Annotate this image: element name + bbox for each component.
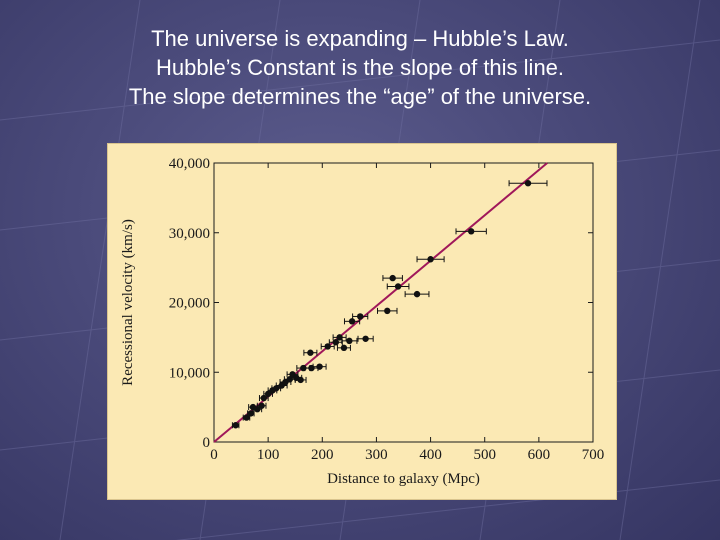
point-marker [332,339,340,346]
point-marker [427,256,434,263]
x-tick-label: 300 [365,447,388,463]
data-point [242,414,251,421]
hubble-chart: 0 100 200 300 400 500 600 700 0 10,000 20,000 30,00… [107,143,617,500]
data-point [231,422,240,429]
point-marker [243,414,250,421]
data-point [343,318,361,325]
data-point [386,283,410,290]
data-point [336,344,351,352]
point-marker [260,394,268,402]
x-tick-label: 200 [311,447,334,463]
data-point [263,390,273,398]
point-marker [413,290,421,298]
point-marker [336,334,343,341]
data-point [341,337,358,345]
y-tick-label: 0 [203,435,211,451]
point-marker [389,274,396,282]
point-marker [316,363,323,370]
point-marker [297,376,304,384]
data-point [404,290,430,298]
axes: 0 100 200 300 400 500 600 700 0 10,000 20,000 30,00… [169,156,605,463]
data-points [231,180,548,429]
point-marker [247,410,255,417]
point-marker [362,335,369,342]
point-marker [254,406,261,413]
data-point [247,410,255,417]
data-point [332,334,347,341]
data-point [352,313,369,320]
point-marker [348,318,356,325]
data-point [294,376,307,384]
data-point [416,256,445,263]
point-marker [467,228,475,235]
plot-border [213,162,594,443]
data-point [304,364,319,372]
data-point [455,228,487,235]
point-marker [258,402,265,409]
x-tick-label: 600 [528,447,551,463]
point-marker [308,364,315,372]
data-point [328,339,343,346]
data-point [256,402,267,409]
point-marker [524,180,532,187]
title-line-1: The universe is expanding – Hubble’s Law… [151,26,569,51]
data-point [258,394,269,402]
y-axis-label: Recessional velocity (km/s) [120,219,136,386]
point-marker [384,307,391,315]
y-tick-label: 10,000 [169,365,210,381]
x-tick-label: 700 [582,447,605,463]
data-point [252,406,263,413]
data-point [357,335,374,342]
x-tick-label: 400 [419,447,442,463]
slide-title: The universe is expanding – Hubble’s Law… [0,24,720,111]
y-tick-label: 30,000 [169,226,210,242]
point-marker [264,390,272,398]
chart-canvas: 0 100 200 300 400 500 600 700 0 10,000 20,000 30,00… [120,156,605,487]
point-marker [307,349,314,356]
x-tick-label: 100 [257,447,280,463]
point-marker [324,343,331,350]
point-marker [356,313,364,320]
data-point [303,349,318,356]
point-marker [346,337,353,345]
data-point [382,274,403,282]
x-axis-label: Distance to galaxy (Mpc) [327,471,480,487]
data-point [312,363,327,370]
y-tick-label: 20,000 [169,296,210,312]
x-tick-label: 0 [210,447,218,463]
data-point [377,307,398,315]
y-tick-label: 40,000 [169,156,210,172]
data-point [508,180,548,187]
title-line-3: The slope determines the “age” of the un… [128,84,592,109]
point-marker [340,344,348,352]
point-marker [232,422,239,429]
point-marker [394,283,402,290]
x-tick-label: 500 [473,447,496,463]
title-line-2: Hubble’s Constant is the slope of this l… [155,55,565,80]
